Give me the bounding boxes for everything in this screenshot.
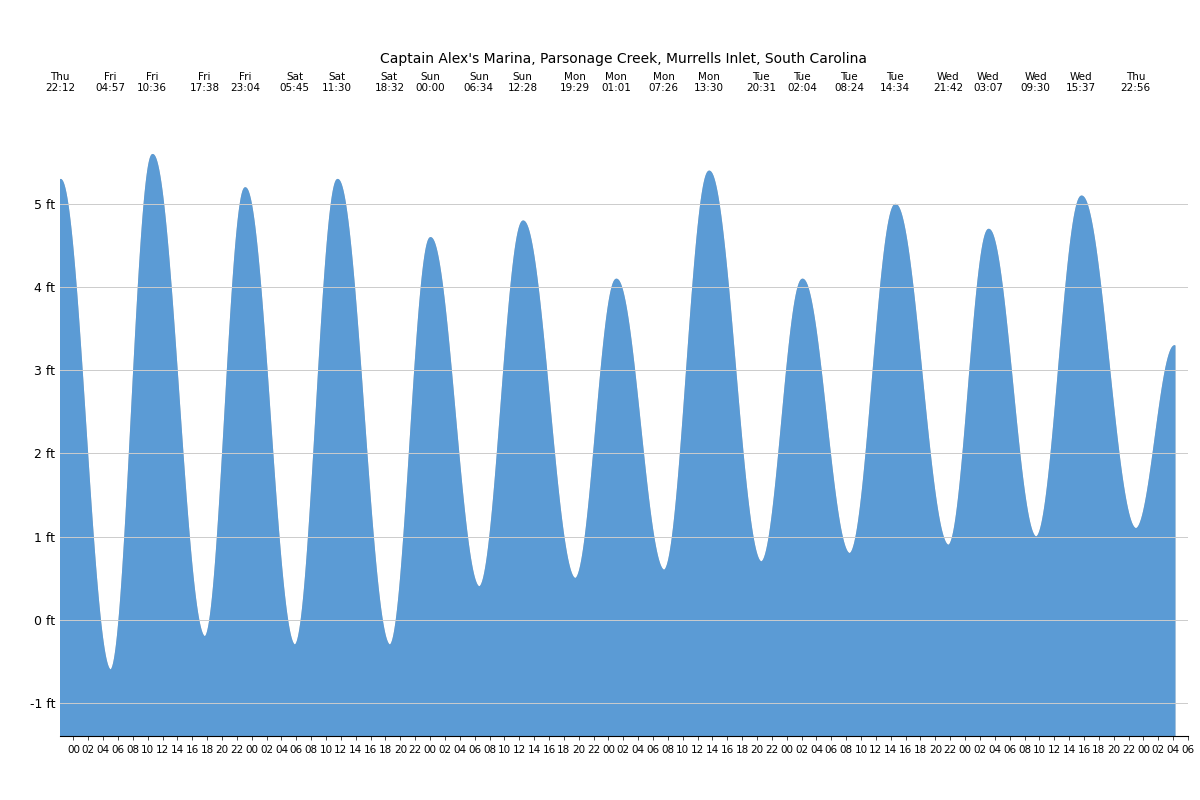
- Title: Captain Alex's Marina, Parsonage Creek, Murrells Inlet, South Carolina: Captain Alex's Marina, Parsonage Creek, …: [380, 52, 868, 66]
